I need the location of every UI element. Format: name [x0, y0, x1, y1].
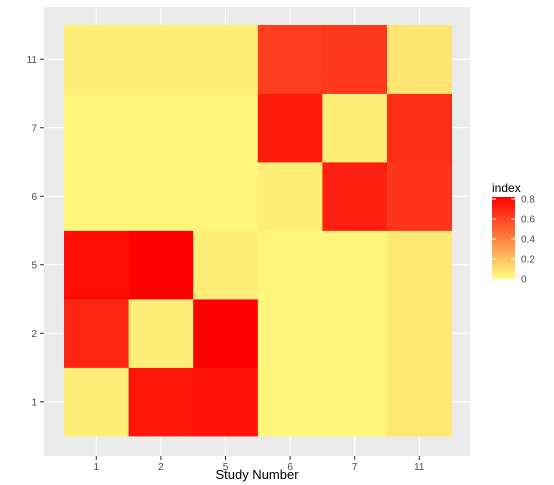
x-axis-ticks: 1 2 5 6 7 11 [94, 456, 425, 473]
x-axis-title: Study Number [215, 467, 299, 482]
heatmap-cell [387, 299, 452, 368]
heatmap-cell [193, 299, 259, 368]
heatmap-cell [257, 299, 323, 368]
heatmap-cell [64, 25, 129, 94]
y-tick-label: 11 [27, 55, 38, 66]
heatmap-cell [257, 25, 323, 94]
legend-tick-label: 0.8 [521, 195, 535, 206]
legend-tick-label: 0.6 [521, 215, 535, 226]
x-tick-label: 1 [94, 462, 100, 473]
x-tick-label: 2 [158, 462, 164, 473]
heatmap-cell [322, 93, 388, 163]
y-tick-label: 7 [31, 123, 37, 134]
heatmap-cell [322, 230, 388, 300]
heatmap-cell [387, 162, 452, 231]
heatmap-cell [322, 367, 388, 437]
heatmap-cell [322, 299, 388, 368]
heatmap-cell [64, 230, 129, 300]
heatmap-cell [193, 162, 259, 231]
heatmap-cell [64, 162, 129, 231]
y-tick-label: 6 [31, 192, 37, 203]
heatmap-cell [193, 367, 259, 437]
x-tick-label: 6 [287, 462, 293, 473]
heatmap-cell [387, 25, 452, 94]
heatmap-cell [257, 93, 323, 163]
heatmap-cell [64, 367, 129, 437]
heatmap-cell [387, 93, 452, 163]
heatmap-cell [322, 25, 388, 94]
heatmap-cell [193, 230, 259, 300]
legend-colorbar [492, 197, 515, 279]
legend-tick-label: 0.4 [521, 235, 535, 246]
heatmap-cell [387, 230, 452, 300]
heatmap-tiles [64, 25, 452, 437]
x-tick-label: 7 [352, 462, 358, 473]
x-tick-label: 11 [414, 462, 425, 473]
heatmap-cell [193, 93, 259, 163]
y-tick-label: 1 [31, 397, 37, 408]
heatmap-cell [128, 93, 194, 163]
heatmap-cell [128, 230, 194, 300]
y-tick-label: 2 [31, 329, 37, 340]
heatmap-cell [322, 162, 388, 231]
legend-tick-label: 0.2 [521, 255, 535, 266]
legend: index 0 0.2 0.4 0.6 0.8 [492, 181, 535, 286]
heatmap-cell [128, 299, 194, 368]
heatmap-cell [128, 367, 194, 437]
x-tick-label: 5 [223, 462, 229, 473]
heatmap-cell [387, 367, 452, 437]
legend-title: index [492, 181, 521, 195]
heatmap-cell [257, 162, 323, 231]
heatmap-cell [257, 367, 323, 437]
heatmap-cell [64, 93, 129, 163]
legend-tick-label: 0 [521, 275, 527, 286]
y-axis-ticks: 1 2 5 6 7 11 [27, 55, 44, 408]
y-tick-label: 5 [31, 260, 37, 271]
heatmap-cell [193, 25, 259, 94]
heatmap-cell [128, 162, 194, 231]
heatmap-cell [257, 230, 323, 300]
heatmap-cell [128, 25, 194, 94]
heatmap-cell [64, 299, 129, 368]
